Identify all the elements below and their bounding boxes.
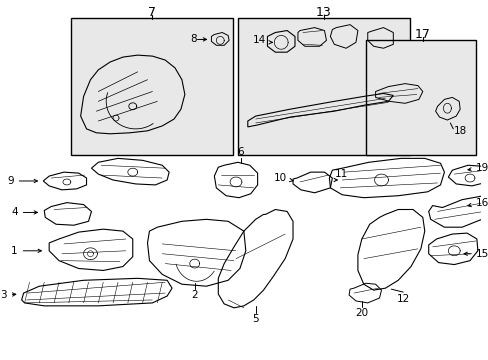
- Text: 3: 3: [0, 290, 16, 300]
- Text: 8: 8: [190, 35, 196, 44]
- Bar: [238, 18, 409, 156]
- Text: 12: 12: [396, 294, 409, 304]
- Bar: [365, 40, 475, 156]
- Bar: [71, 18, 233, 156]
- Text: 14: 14: [253, 35, 266, 45]
- Text: 2: 2: [191, 290, 198, 300]
- Text: 17: 17: [414, 28, 430, 41]
- Text: 10: 10: [273, 173, 292, 183]
- Text: 1: 1: [11, 246, 41, 256]
- Text: 19: 19: [467, 163, 488, 173]
- Text: 18: 18: [453, 126, 467, 136]
- Text: 15: 15: [463, 249, 488, 259]
- Text: 11: 11: [334, 169, 347, 179]
- Text: 13: 13: [315, 6, 331, 19]
- Text: 20: 20: [355, 308, 367, 318]
- Text: 4: 4: [11, 207, 38, 217]
- Text: 5: 5: [252, 314, 259, 324]
- Text: 7: 7: [148, 6, 156, 19]
- Text: 16: 16: [467, 198, 488, 208]
- Text: 6: 6: [237, 147, 244, 157]
- Text: 9: 9: [7, 176, 38, 186]
